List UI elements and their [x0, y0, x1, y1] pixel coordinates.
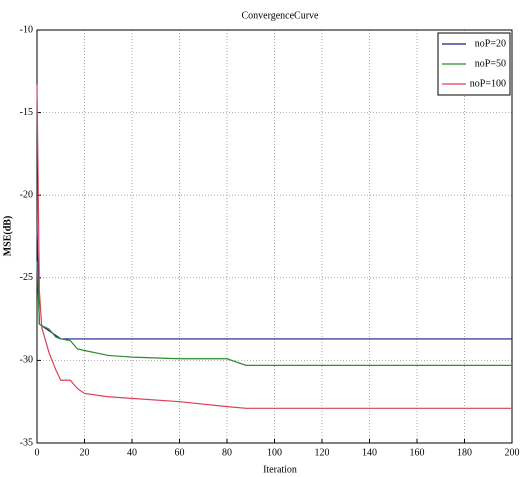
chart-title: ConvergenceCurve [241, 10, 319, 21]
legend-label: noP=20 [475, 38, 506, 49]
y-tick-label: -15 [20, 107, 33, 118]
y-tick-label: -10 [20, 24, 33, 35]
x-tick-label: 40 [127, 447, 137, 458]
series-line [36, 228, 512, 340]
series-line [36, 84, 512, 409]
y-tick-label: -35 [20, 437, 33, 448]
series-line [36, 261, 512, 366]
y-tick-label: -20 [20, 189, 33, 200]
legend-label: noP=50 [475, 58, 506, 69]
plot-area [37, 30, 512, 443]
x-tick-label: 60 [175, 447, 185, 458]
x-tick-label: 20 [80, 447, 90, 458]
x-tick-label: 120 [315, 447, 330, 458]
y-axis-label: MSE(dB) [2, 216, 13, 257]
x-tick-label: 100 [267, 447, 282, 458]
x-tick-label: 80 [222, 447, 232, 458]
x-axis-label: Iteration [263, 464, 297, 475]
x-tick-label: 140 [362, 447, 377, 458]
x-tick-label: 180 [457, 447, 472, 458]
y-tick-label: -25 [20, 272, 33, 283]
x-tick-label: 200 [505, 447, 520, 458]
x-tick-label: 0 [35, 447, 40, 458]
legend-label: noP=100 [470, 78, 506, 89]
y-tick-label: -30 [20, 355, 33, 366]
x-tick-label: 160 [410, 447, 425, 458]
